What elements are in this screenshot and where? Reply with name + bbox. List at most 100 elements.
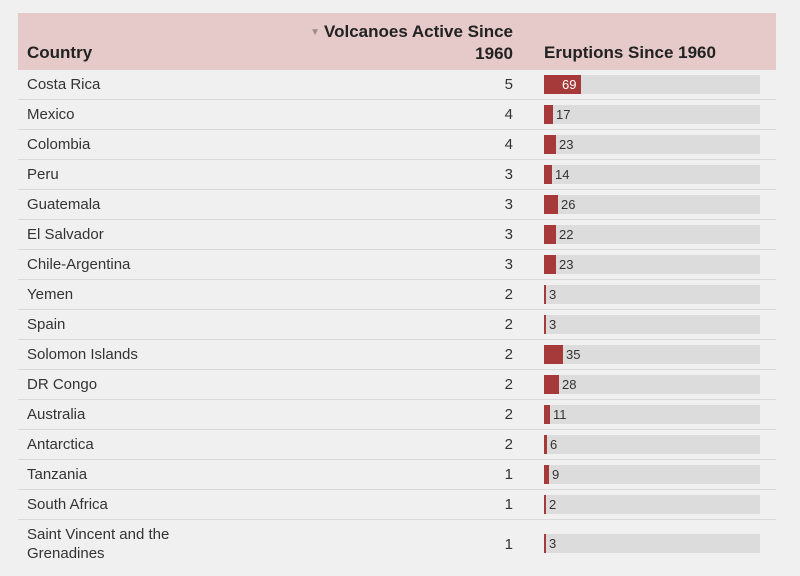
eruptions-bar-track: 2 [544,495,760,514]
table-row: Australia 2 11 [18,400,776,430]
eruptions-bar-track: 17 [544,105,760,124]
cell-volcanoes: 3 [504,196,513,213]
eruptions-value-label: 3 [549,317,557,332]
cell-volcanoes: 2 [504,436,513,453]
eruptions-bar-track: 28 [544,375,760,394]
eruptions-value-label: 3 [549,536,557,551]
cell-country: Chile-Argentina [27,256,131,273]
cell-volcanoes: 4 [504,106,513,123]
table-body: Costa Rica 5 69 Mexico 4 17 Colombia 4 23 Peru 3 14… [18,70,776,568]
table-row: South Africa 1 2 [18,490,776,520]
eruptions-value-label: 9 [552,467,560,482]
cell-country: Mexico [27,106,75,123]
cell-volcanoes: 2 [504,346,513,363]
eruptions-value-label: 2 [549,497,557,512]
cell-country: Spain [27,316,66,333]
cell-volcanoes: 2 [504,376,513,393]
eruptions-bar-track: 11 [544,405,760,424]
eruptions-bar-track: 3 [544,534,760,553]
table-row: Antarctica 2 6 [18,430,776,460]
eruptions-bar-track: 22 [544,225,760,244]
cell-country: Guatemala [27,196,101,213]
table-row: Spain 2 3 [18,310,776,340]
table-row: Tanzania 1 9 [18,460,776,490]
cell-country: Solomon Islands [27,346,138,363]
cell-volcanoes: 3 [504,226,513,243]
cell-country: Yemen [27,286,74,303]
eruptions-bar-track: 9 [544,465,760,484]
cell-volcanoes: 3 [504,256,513,273]
table-row: Colombia 4 23 [18,130,776,160]
table-row: Mexico 4 17 [18,100,776,130]
eruptions-bar [544,534,546,553]
cell-volcanoes: 5 [504,76,513,93]
cell-volcanoes: 1 [504,466,513,483]
cell-country: Tanzania [27,466,88,483]
table-row: Saint Vincent and the Grenadines 1 3 [18,520,776,568]
cell-country: Australia [27,406,86,423]
eruptions-bar [544,315,546,334]
eruptions-value-label: 6 [550,437,558,452]
eruptions-bar [544,75,581,94]
eruptions-bar [544,165,552,184]
cell-country: El Salvador [27,226,104,243]
sort-descending-icon: ▼ [310,27,321,38]
cell-volcanoes: 1 [504,536,513,553]
eruptions-bar [544,495,546,514]
eruptions-bar [544,255,556,274]
table-header: Country ▼ Volcanoes Active Since 1960 Eru… [18,13,776,70]
table-row: Costa Rica 5 69 [18,70,776,100]
eruptions-bar-track: 3 [544,285,760,304]
table-row: Yemen 2 3 [18,280,776,310]
eruptions-bar [544,405,550,424]
cell-volcanoes: 2 [504,406,513,423]
eruptions-value-label: 23 [559,137,574,152]
cell-country: Costa Rica [27,76,101,93]
eruptions-bar [544,195,558,214]
eruptions-bar [544,285,546,304]
eruptions-bar [544,105,553,124]
eruptions-bar [544,375,559,394]
column-header-country[interactable]: Country [27,43,93,62]
eruptions-bar-track: 14 [544,165,760,184]
cell-country: Antarctica [27,436,94,453]
cell-country: Peru [27,166,59,183]
table-row: Peru 3 14 [18,160,776,190]
eruptions-bar-track: 23 [544,135,760,154]
cell-volcanoes: 2 [504,286,513,303]
cell-country: Colombia [27,136,91,153]
eruptions-bar-track: 69 [544,75,760,94]
eruptions-value-label: 23 [559,257,574,272]
column-header-volcanoes-label: Volcanoes Active Since 1960 [324,22,513,63]
eruptions-bar [544,345,563,364]
eruptions-value-label: 22 [559,227,574,242]
eruptions-value-label: 28 [562,377,577,392]
column-header-volcanoes[interactable]: ▼ Volcanoes Active Since 1960 [293,21,513,64]
cell-volcanoes: 4 [504,136,513,153]
eruptions-bar [544,135,556,154]
cell-volcanoes: 2 [504,316,513,333]
table-row: Guatemala 3 26 [18,190,776,220]
eruptions-value-label: 11 [553,407,567,422]
eruptions-bar-track: 3 [544,315,760,334]
volcano-table: Country ▼ Volcanoes Active Since 1960 Eru… [18,13,776,568]
column-header-eruptions[interactable]: Eruptions Since 1960 [544,43,716,62]
eruptions-bar-track: 6 [544,435,760,454]
table-row: El Salvador 3 22 [18,220,776,250]
cell-country: South Africa [27,496,108,513]
eruptions-bar-track: 23 [544,255,760,274]
cell-country: Saint Vincent and the Grenadines [27,526,170,562]
eruptions-bar [544,435,547,454]
eruptions-bar-track: 26 [544,195,760,214]
eruptions-value-label: 14 [555,167,570,182]
eruptions-bar [544,465,549,484]
table-row: DR Congo 2 28 [18,370,776,400]
table-row: Solomon Islands 2 35 [18,340,776,370]
eruptions-value-label: 26 [561,197,576,212]
cell-volcanoes: 1 [504,496,513,513]
eruptions-value-label: 69 [562,77,577,92]
eruptions-bar [544,225,556,244]
eruptions-value-label: 3 [549,287,557,302]
cell-volcanoes: 3 [504,166,513,183]
table-row: Chile-Argentina 3 23 [18,250,776,280]
